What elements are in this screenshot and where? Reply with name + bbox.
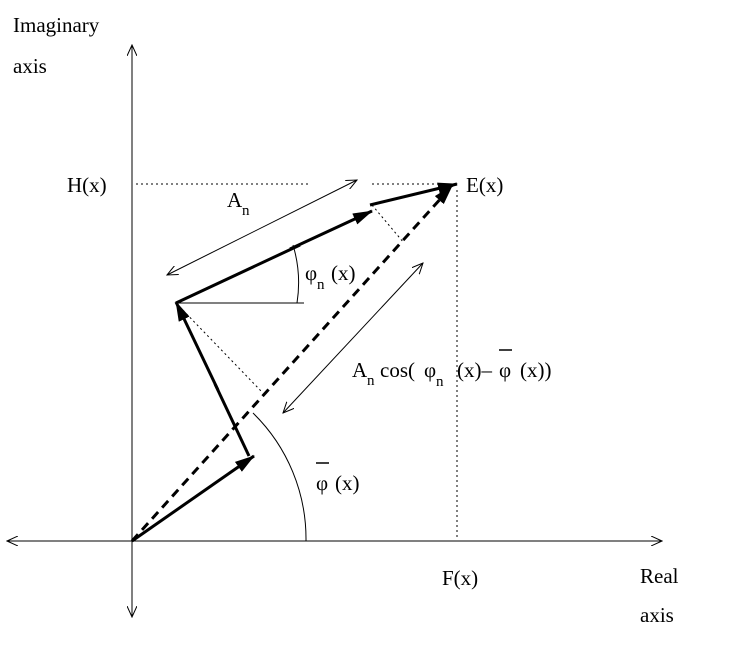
phasor-segment-4 xyxy=(369,182,458,207)
e-label: E(x) xyxy=(466,173,503,197)
perpendicular-guide-2 xyxy=(371,204,405,244)
phasor-segment-3 xyxy=(289,209,373,251)
svg-text:(x): (x) xyxy=(331,261,356,285)
y-axis-label-line2: axis xyxy=(13,54,47,78)
phasor-segment-1 xyxy=(131,454,255,543)
svg-text:cos(: cos( xyxy=(380,358,415,382)
h-label: H(x) xyxy=(67,173,107,197)
mean-phase-label: φ (x) xyxy=(316,462,360,495)
f-label: F(x) xyxy=(442,566,478,590)
phasor-segment-3-part xyxy=(175,243,301,305)
svg-text:φ: φ xyxy=(316,471,328,495)
svg-text:(x)–: (x)– xyxy=(457,358,492,382)
perpendicular-guide-1 xyxy=(175,302,263,393)
svg-text:(x): (x) xyxy=(335,471,360,495)
svg-text:φ: φ xyxy=(424,358,436,382)
phase-n-arc xyxy=(292,244,300,304)
projection-label: A n cos( φ n (x)– φ (x)) xyxy=(352,349,551,390)
phase-n-label: φ n (x) xyxy=(305,261,356,293)
svg-text:φ: φ xyxy=(305,261,317,285)
svg-text:A: A xyxy=(227,188,243,212)
svg-text:A: A xyxy=(352,358,368,382)
phasor-segment-2-part xyxy=(213,383,251,457)
svg-text:n: n xyxy=(317,277,325,293)
svg-text:(x)): (x)) xyxy=(520,358,551,382)
svg-text:n: n xyxy=(242,203,250,219)
x-axis-label-line1: Real xyxy=(640,564,679,588)
resultant-vector xyxy=(130,184,454,543)
svg-text:φ: φ xyxy=(499,358,511,382)
y-axis-label-line1: Imaginary xyxy=(13,13,100,37)
amplitude-dimension-arrow xyxy=(167,180,357,275)
projection-dimension-arrow xyxy=(283,263,423,413)
amplitude-label: A n xyxy=(227,188,250,219)
svg-text:n: n xyxy=(436,374,444,390)
mean-phase-arc xyxy=(252,412,307,542)
phasor-segment-2 xyxy=(174,301,220,391)
svg-text:n: n xyxy=(367,373,375,389)
x-axis-label-line2: axis xyxy=(640,603,674,627)
